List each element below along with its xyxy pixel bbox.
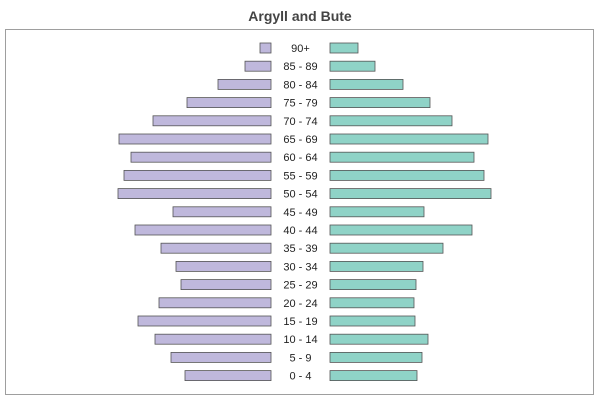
bar-left-0-4 (184, 370, 272, 382)
age-group-label-15-19: 15 - 19 (283, 316, 317, 328)
bar-right-80-84 (329, 79, 404, 90)
bar-left-20-24 (158, 297, 272, 309)
bar-left-5-9 (170, 351, 272, 363)
bar-left-25-29 (180, 279, 272, 291)
bar-right-15-19 (329, 315, 416, 327)
bar-right-20-24 (329, 297, 415, 309)
bar-right-60-64 (329, 151, 475, 163)
bar-right-45-49 (329, 206, 425, 218)
bar-left-85-89 (244, 60, 272, 72)
age-group-label-65-69: 65 - 69 (283, 134, 317, 146)
bar-right-70-74 (329, 115, 453, 127)
bar-right-30-34 (329, 260, 424, 272)
bar-left-30-34 (175, 260, 272, 272)
age-group-label-50-54: 50 - 54 (283, 189, 317, 201)
bar-right-65-69 (329, 133, 489, 145)
age-group-label-80-84: 80 - 84 (283, 79, 317, 91)
bar-right-10-14 (329, 333, 429, 345)
bar-left-90plus (259, 42, 272, 54)
age-group-label-45-49: 45 - 49 (283, 207, 317, 219)
age-group-label-85-89: 85 - 89 (283, 61, 317, 73)
bar-left-35-39 (160, 242, 272, 254)
bar-left-45-49 (172, 206, 272, 218)
age-group-label-5-9: 5 - 9 (289, 352, 311, 364)
bar-right-35-39 (329, 242, 444, 254)
bar-right-0-4 (329, 370, 418, 382)
bar-right-40-44 (329, 224, 473, 236)
bar-right-55-59 (329, 169, 485, 181)
age-group-label-10-14: 10 - 14 (283, 334, 317, 346)
chart-frame (5, 29, 594, 395)
age-group-label-75-79: 75 - 79 (283, 98, 317, 110)
age-group-label-55-59: 55 - 59 (283, 170, 317, 182)
bar-right-75-79 (329, 97, 431, 108)
age-group-label-70-74: 70 - 74 (283, 116, 317, 128)
bar-right-85-89 (329, 60, 376, 72)
bar-left-10-14 (154, 333, 272, 345)
bar-left-60-64 (130, 151, 272, 163)
bar-left-50-54 (117, 188, 272, 200)
age-group-label-25-29: 25 - 29 (283, 280, 317, 292)
age-group-label-40-44: 40 - 44 (283, 225, 317, 237)
age-group-label-30-34: 30 - 34 (283, 261, 317, 273)
bar-left-65-69 (118, 133, 272, 145)
age-group-label-60-64: 60 - 64 (283, 152, 317, 164)
bar-left-55-59 (123, 169, 272, 181)
bar-right-50-54 (329, 188, 492, 200)
chart-title: Argyll and Bute (248, 8, 352, 24)
bar-left-15-19 (137, 315, 272, 327)
age-group-label-20-24: 20 - 24 (283, 298, 317, 310)
bar-left-70-74 (152, 115, 272, 127)
bar-left-40-44 (134, 224, 272, 236)
bar-left-75-79 (186, 97, 272, 108)
bar-left-80-84 (217, 79, 272, 90)
bar-right-5-9 (329, 351, 423, 363)
age-group-label-35-39: 35 - 39 (283, 243, 317, 255)
bar-right-25-29 (329, 279, 417, 291)
bar-right-90plus (329, 42, 359, 54)
age-group-label-0-4: 0 - 4 (289, 371, 311, 383)
age-group-label-90plus: 90+ (291, 43, 310, 55)
